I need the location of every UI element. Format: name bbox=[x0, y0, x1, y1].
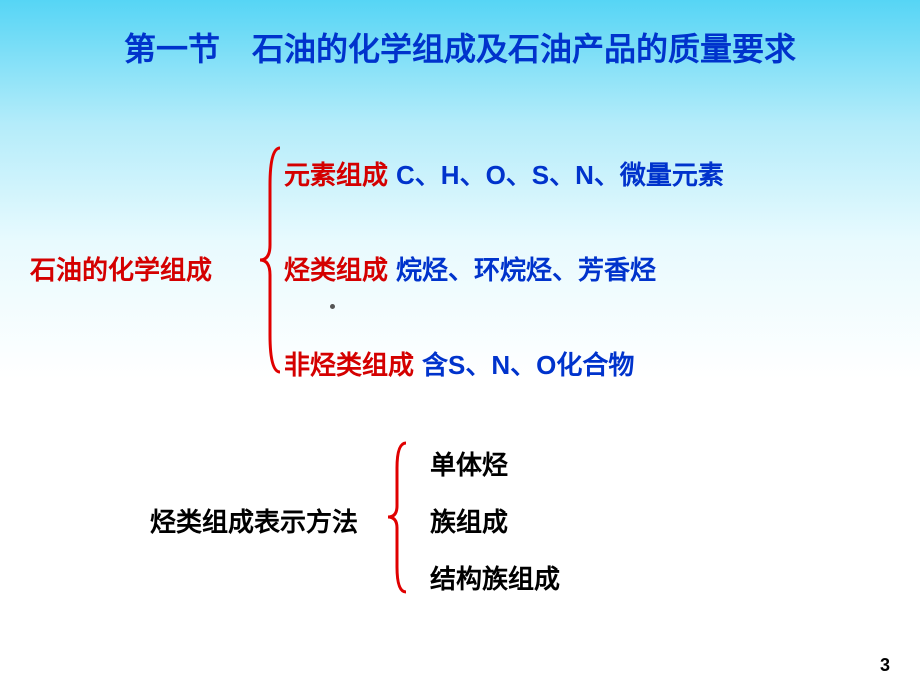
group2-leaf-2: 族组成 bbox=[430, 502, 508, 539]
branch1-label: 元素组成 bbox=[284, 155, 388, 192]
brace1-path bbox=[260, 148, 280, 372]
group2-leaf-3: 结构族组成 bbox=[430, 559, 560, 596]
branch2-label: 烃类组成 bbox=[284, 250, 388, 287]
branch3-desc: 含S、N、O化合物 bbox=[422, 345, 634, 382]
group1-branch-3: 非烃类组成 含S、N、O化合物 bbox=[284, 345, 634, 382]
group1-branch-1: 元素组成 C、H、O、S、N、微量元素 bbox=[284, 155, 724, 192]
branch2-desc: 烷烃、环烷烃、芳香烃 bbox=[396, 250, 656, 287]
center-dot-icon bbox=[330, 304, 335, 309]
group1-root: 石油的化学组成 bbox=[30, 250, 212, 287]
group2-root: 烃类组成表示方法 bbox=[150, 502, 358, 539]
group2: 烃类组成表示方法 单体烃 族组成 结构族组成 bbox=[150, 440, 750, 610]
page-number: 3 bbox=[880, 655, 890, 676]
page-title: 第一节 石油的化学组成及石油产品的质量要求 bbox=[0, 0, 920, 70]
branch1-desc: C、H、O、S、N、微量元素 bbox=[396, 155, 724, 192]
brace2-icon bbox=[386, 440, 408, 595]
group2-leaf-1: 单体烃 bbox=[430, 445, 508, 482]
branch3-label: 非烃类组成 bbox=[284, 345, 414, 382]
brace1-icon bbox=[258, 145, 282, 375]
group1-branch-2: 烃类组成 烷烃、环烷烃、芳香烃 bbox=[284, 250, 656, 287]
brace2-path bbox=[388, 443, 406, 592]
title-text: 第一节 石油的化学组成及石油产品的质量要求 bbox=[124, 31, 796, 67]
group1: 石油的化学组成 元素组成 C、H、O、S、N、微量元素 烃类组成 烷烃、环烷烃、… bbox=[30, 145, 890, 395]
